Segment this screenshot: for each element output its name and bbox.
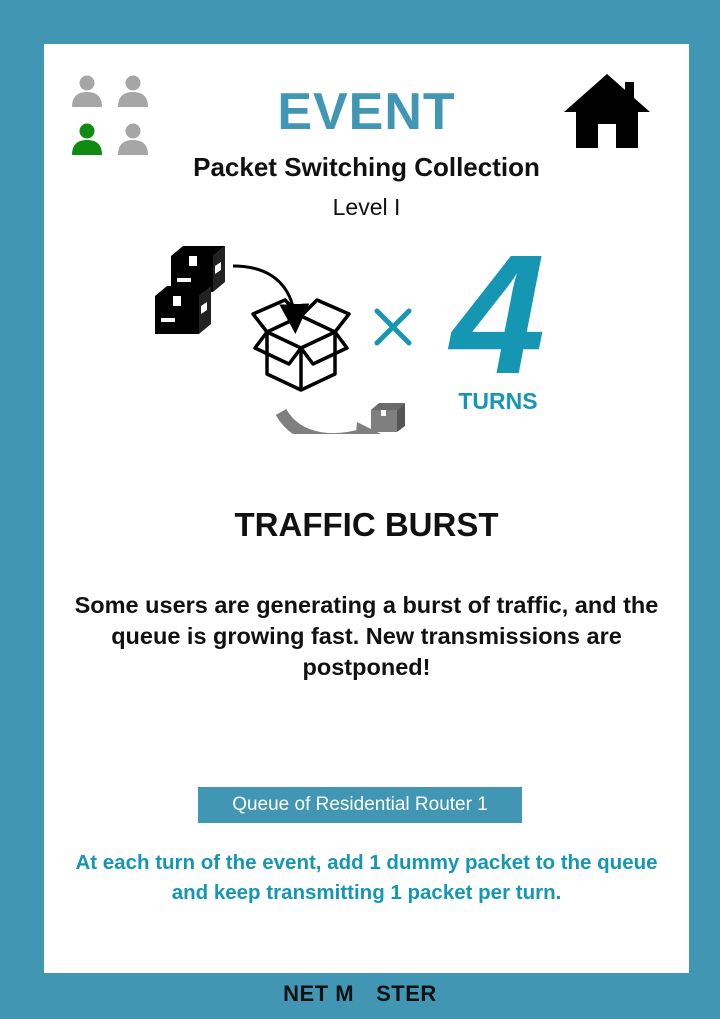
home-icon[interactable]: [562, 72, 652, 152]
brand-text-left: NET M: [283, 981, 355, 1006]
brand-text-right: STER: [376, 981, 437, 1006]
event-description: Some users are generating a burst of tra…: [74, 592, 659, 680]
level-label: Level I: [332, 194, 401, 220]
incoming-packet-icon: [171, 246, 225, 292]
incoming-packet-icon: [155, 286, 211, 334]
duration-number: 4: [450, 220, 546, 410]
target-queue-label: Queue of Residential Router 1: [198, 787, 522, 823]
person-icon: [118, 123, 148, 155]
multiply-icon: [374, 308, 412, 346]
collection-name: Packet Switching Collection: [193, 152, 540, 182]
person-icon-active: [72, 123, 102, 155]
event-name: TRAFFIC BURST: [234, 506, 499, 543]
card-type-label: EVENT: [277, 83, 456, 141]
player-indicator: [70, 74, 152, 158]
event-instruction: At each turn of the event, add 1 dummy p…: [75, 851, 658, 904]
duration-unit: TURNS: [458, 388, 538, 414]
person-icon: [72, 75, 102, 107]
open-box-icon: [251, 298, 351, 392]
event-card: EVENT Packet Switching Collection Level …: [44, 44, 689, 973]
outgoing-packet-icon: [371, 403, 405, 432]
antenna-a-icon: [355, 980, 375, 1004]
brand-logo: NET M STER: [0, 980, 720, 1007]
packet-queue-illustration: [155, 246, 405, 434]
person-icon: [118, 75, 148, 107]
